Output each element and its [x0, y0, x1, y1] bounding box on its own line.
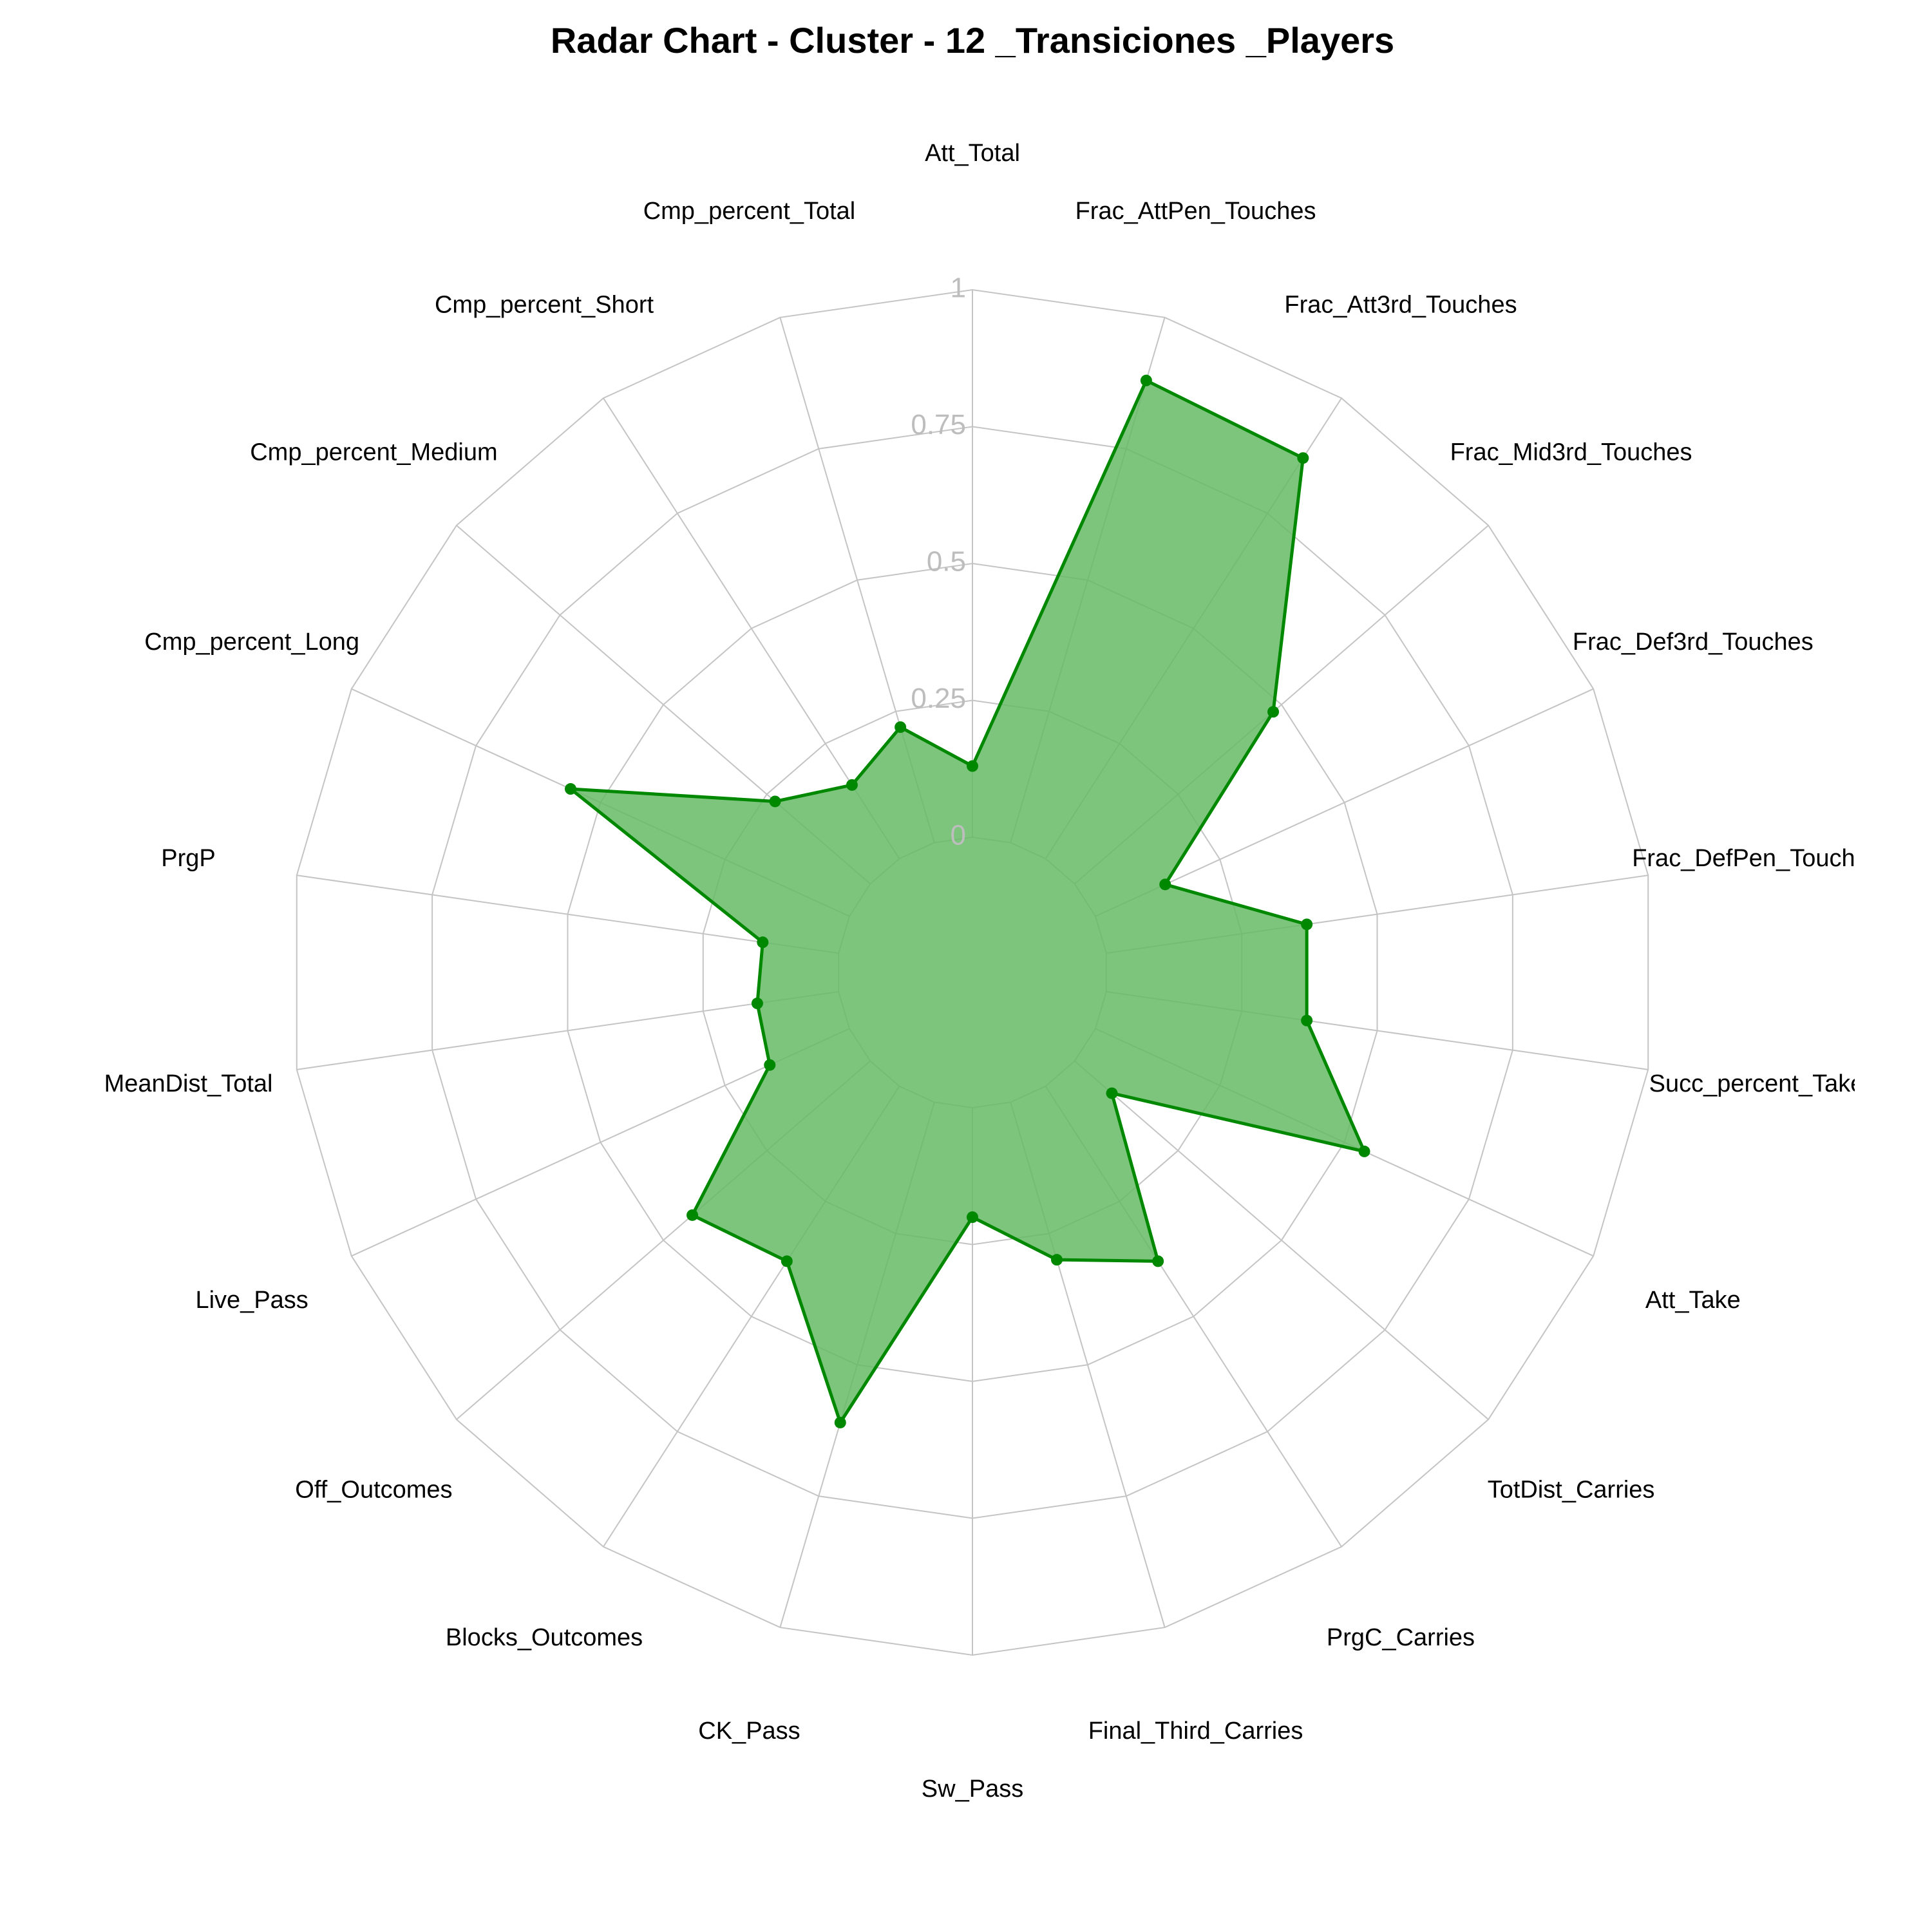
tick-label: 0.5 — [927, 546, 966, 578]
data-point — [1051, 1254, 1063, 1266]
grid-spoke — [296, 875, 839, 954]
data-point — [751, 998, 763, 1010]
series-cluster-12 — [564, 374, 1370, 1428]
data-point — [1140, 374, 1152, 386]
data-point — [1159, 878, 1171, 891]
data-point — [1267, 706, 1280, 718]
data-point — [1301, 918, 1313, 931]
grid-spoke — [296, 990, 839, 1070]
axis-labels: Att_Total Frac_AttPen_Touches Frac_Att3rd_… — [104, 140, 1881, 1803]
tick-label: 1 — [951, 272, 966, 304]
axis-label: Cmp_percent_Total — [643, 198, 856, 225]
grid-spoke — [1074, 1060, 1489, 1420]
axis-label: MeanDist_Total — [104, 1070, 273, 1097]
grid-spoke — [1095, 688, 1594, 917]
plot-area: Att_Total Frac_AttPen_Touches Frac_Att3rd_… — [104, 140, 1881, 1803]
axis-label: Frac_Mid3rd_Touches — [1450, 439, 1692, 466]
data-point — [1358, 1145, 1370, 1157]
data-point — [1152, 1255, 1164, 1267]
axis-label: Frac_DefPen_Touches — [1632, 845, 1881, 872]
data-point — [1297, 452, 1309, 464]
tick-label: 0.25 — [911, 683, 966, 714]
axis-label: Sw_Pass — [922, 1776, 1023, 1803]
radial-tick-labels: 0 0.25 0.5 0.75 1 — [911, 272, 966, 851]
data-point — [967, 760, 978, 772]
axis-label: PrgC_Carries — [1327, 1624, 1475, 1651]
axis-label: Blocks_Outcomes — [446, 1624, 643, 1651]
data-point — [846, 779, 858, 791]
data-point — [764, 1059, 776, 1071]
data-point — [834, 1416, 846, 1428]
axis-label: TotDist_Carries — [1488, 1477, 1655, 1504]
axis-label: CK_Pass — [698, 1718, 800, 1745]
tick-label: 0 — [951, 820, 966, 851]
data-point — [781, 1255, 793, 1267]
data-point — [967, 1211, 978, 1223]
data-point — [564, 783, 576, 795]
data-point — [1106, 1087, 1118, 1099]
data-point — [1301, 1014, 1313, 1027]
axis-label: Frac_Def3rd_Touches — [1573, 629, 1814, 656]
axis-label: Att_Total — [925, 140, 1020, 167]
axis-label: Att_Take — [1645, 1287, 1741, 1314]
axis-label: Off_Outcomes — [295, 1477, 452, 1504]
axis-label: Frac_Att3rd_Touches — [1284, 291, 1517, 318]
axis-label: PrgP — [161, 845, 215, 872]
axis-label: Frac_AttPen_Touches — [1075, 198, 1316, 225]
chart-title: Radar Chart - Cluster - 12 _Transiciones… — [551, 20, 1394, 61]
data-point — [769, 795, 781, 808]
axis-label: Cmp_percent_Short — [435, 291, 654, 318]
axis-label: Cmp_percent_Medium — [250, 439, 497, 466]
axis-label: Final_Third_Carries — [1088, 1718, 1303, 1745]
data-point — [757, 936, 769, 949]
axis-label: Succ_percent_Take — [1649, 1070, 1864, 1097]
tick-label: 0.75 — [911, 409, 966, 440]
axis-label: Live_Pass — [195, 1287, 308, 1314]
axis-label: Cmp_percent_Long — [144, 629, 359, 656]
data-point — [895, 721, 907, 734]
series-area — [569, 379, 1367, 1425]
data-point — [687, 1209, 699, 1221]
